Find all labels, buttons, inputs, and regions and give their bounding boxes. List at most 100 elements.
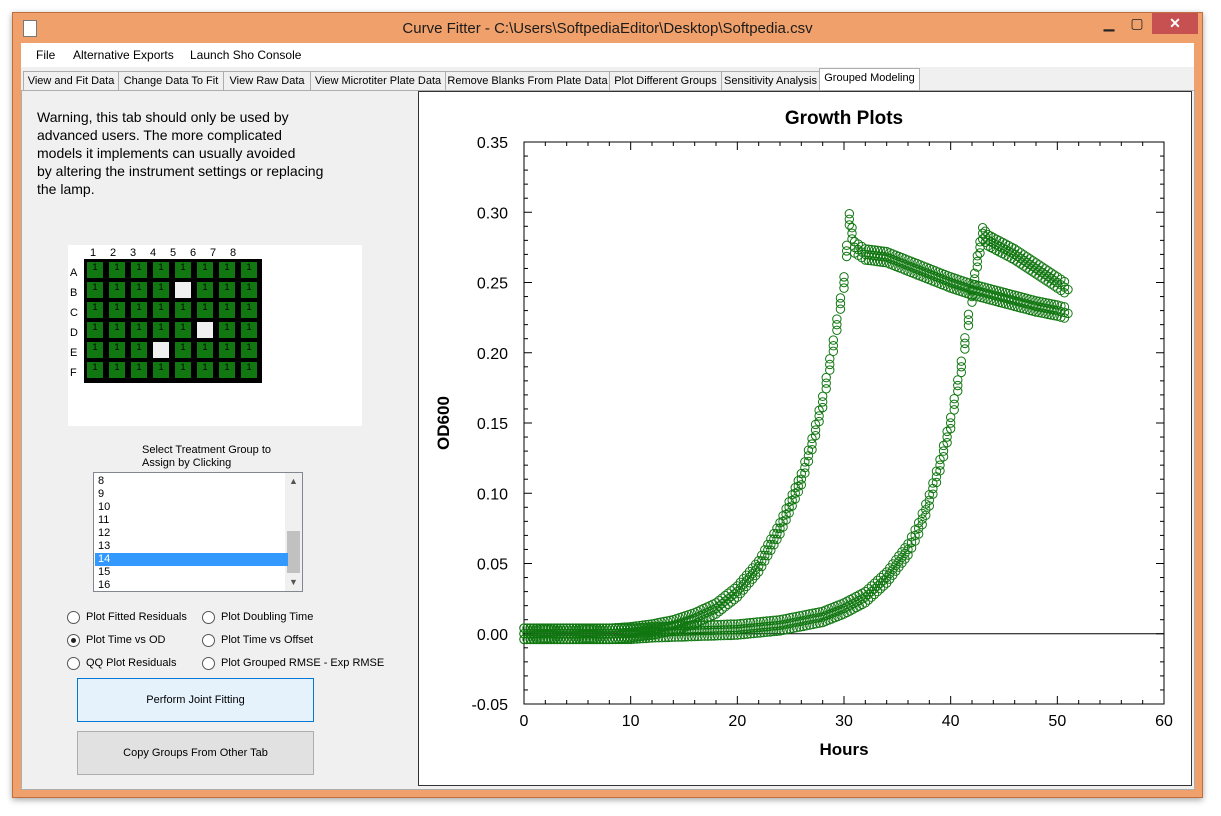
plate-well[interactable]: 1 bbox=[175, 322, 191, 338]
plate-well[interactable]: 1 bbox=[219, 342, 235, 358]
tab-view-and-fit-data[interactable]: View and Fit Data bbox=[23, 71, 119, 90]
plot-option-radio[interactable]: Plot Fitted Residuals bbox=[67, 609, 257, 625]
plot-option-radio[interactable]: Plot Time vs OD bbox=[67, 632, 257, 648]
menu-launch-sho-console[interactable]: Launch Sho Console bbox=[190, 48, 302, 62]
plate-well[interactable]: 1 bbox=[87, 262, 103, 278]
plate-well[interactable]: 1 bbox=[87, 362, 103, 378]
plate-well[interactable]: 1 bbox=[109, 362, 125, 378]
plate-well[interactable]: 1 bbox=[175, 342, 191, 358]
treatment-list-item[interactable]: 16 bbox=[98, 579, 111, 591]
plate-well[interactable]: 1 bbox=[153, 302, 169, 318]
plate-well[interactable]: 1 bbox=[87, 282, 103, 298]
copy-groups-button[interactable]: Copy Groups From Other Tab bbox=[77, 731, 314, 775]
plate-well[interactable]: 1 bbox=[197, 262, 213, 278]
radio-circle-icon[interactable] bbox=[67, 657, 80, 670]
treatment-list-item[interactable]: 12 bbox=[98, 527, 111, 539]
plate-well[interactable]: 1 bbox=[153, 282, 169, 298]
plate-well[interactable]: 1 bbox=[241, 322, 257, 338]
plate-well[interactable]: 1 bbox=[131, 342, 147, 358]
treatment-list-item[interactable]: 15 bbox=[98, 566, 111, 578]
plate-well[interactable]: 1 bbox=[87, 342, 103, 358]
plate-well[interactable]: 1 bbox=[153, 322, 169, 338]
scroll-down-icon[interactable]: ▼ bbox=[289, 577, 298, 587]
radio-circle-icon[interactable] bbox=[202, 657, 215, 670]
plate-well[interactable] bbox=[175, 282, 191, 298]
plot-option-radio[interactable]: Plot Doubling Time bbox=[202, 609, 392, 625]
title-bar[interactable]: Curve Fitter - C:\Users\SoftpediaEditor\… bbox=[13, 13, 1202, 43]
treatment-list-item[interactable]: 11 bbox=[98, 514, 110, 526]
plate-well[interactable]: 1 bbox=[109, 322, 125, 338]
data-point bbox=[714, 601, 724, 611]
plate-well[interactable]: 1 bbox=[131, 302, 147, 318]
plate-row-label: D bbox=[70, 327, 78, 339]
tab-grouped-modeling[interactable]: Grouped Modeling bbox=[819, 68, 920, 91]
data-point bbox=[561, 629, 572, 639]
plate-well[interactable] bbox=[197, 322, 213, 338]
plate-well[interactable]: 1 bbox=[131, 322, 147, 338]
plate-well[interactable]: 1 bbox=[87, 322, 103, 338]
plate-well[interactable] bbox=[153, 342, 169, 358]
plate-well[interactable]: 1 bbox=[87, 302, 103, 318]
treatment-list-item[interactable]: 8 bbox=[98, 475, 105, 487]
plate-well[interactable]: 1 bbox=[219, 262, 235, 278]
data-point bbox=[638, 622, 648, 633]
plate-well[interactable]: 1 bbox=[109, 342, 125, 358]
plate-well[interactable]: 1 bbox=[197, 362, 213, 378]
scroll-thumb[interactable] bbox=[287, 531, 300, 573]
data-point bbox=[709, 631, 720, 641]
plate-well[interactable]: 1 bbox=[241, 282, 257, 298]
tab-sensitivity-analysis[interactable]: Sensitivity Analysis bbox=[721, 71, 820, 90]
tab-change-data-to-fit[interactable]: Change Data To Fit bbox=[118, 71, 224, 90]
plate-well[interactable]: 1 bbox=[131, 262, 147, 278]
plate-well[interactable]: 1 bbox=[197, 342, 213, 358]
list-scrollbar[interactable]: ▲ ▼ bbox=[285, 473, 302, 591]
menu-alternative-exports[interactable]: Alternative Exports bbox=[73, 48, 174, 62]
plate-well[interactable]: 1 bbox=[219, 302, 235, 318]
radio-circle-icon[interactable] bbox=[202, 611, 215, 624]
plate-well[interactable]: 1 bbox=[175, 302, 191, 318]
plate-well[interactable]: 1 bbox=[109, 282, 125, 298]
tab-view-raw-data[interactable]: View Raw Data bbox=[223, 71, 311, 90]
plate-well[interactable]: 1 bbox=[219, 322, 235, 338]
maximize-button[interactable]: ▢ bbox=[1130, 15, 1144, 31]
plate-well[interactable]: 1 bbox=[175, 362, 191, 378]
tab-view-microtiter-plate-data[interactable]: View Microtiter Plate Data bbox=[310, 71, 446, 90]
plate-well[interactable]: 1 bbox=[109, 262, 125, 278]
radio-circle-icon[interactable] bbox=[202, 634, 215, 647]
plate-well[interactable]: 1 bbox=[197, 282, 213, 298]
radio-circle-icon[interactable] bbox=[67, 634, 80, 647]
radio-circle-icon[interactable] bbox=[67, 611, 80, 624]
data-point bbox=[619, 629, 630, 639]
plate-well[interactable]: 1 bbox=[219, 282, 235, 298]
plate-well[interactable]: 1 bbox=[153, 362, 169, 378]
plate-well[interactable]: 1 bbox=[131, 282, 147, 298]
plot-option-radio[interactable]: Plot Grouped RMSE - Exp RMSE bbox=[202, 655, 392, 671]
plate-well[interactable]: 1 bbox=[241, 302, 257, 318]
scroll-up-icon[interactable]: ▲ bbox=[289, 476, 298, 486]
plate-well[interactable]: 1 bbox=[153, 262, 169, 278]
treatment-list-item[interactable]: 13 bbox=[98, 540, 111, 552]
plot-option-radio[interactable]: QQ Plot Residuals bbox=[67, 655, 257, 671]
plate-well[interactable]: 1 bbox=[241, 362, 257, 378]
treatment-list-item[interactable]: 14 bbox=[95, 553, 288, 566]
data-point bbox=[613, 629, 624, 639]
plate-well[interactable]: 1 bbox=[109, 302, 125, 318]
plate-well[interactable]: 1 bbox=[219, 362, 235, 378]
tab-plot-different-groups[interactable]: Plot Different Groups bbox=[609, 71, 722, 90]
menu-file[interactable]: File bbox=[36, 48, 56, 62]
tab-remove-blanks[interactable]: Remove Blanks From Plate Data bbox=[445, 71, 610, 90]
plate-well[interactable]: 1 bbox=[241, 262, 257, 278]
minimize-button[interactable]: ▁ bbox=[1103, 15, 1115, 31]
treatment-list-item[interactable]: 9 bbox=[98, 488, 105, 500]
perform-joint-fitting-button[interactable]: Perform Joint Fitting bbox=[77, 678, 314, 722]
plate-well[interactable]: 1 bbox=[241, 342, 257, 358]
close-button[interactable]: ✕ bbox=[1152, 13, 1198, 34]
treatment-group-list[interactable]: ▲ ▼ 8 9 10 11 12 13 14 15 16 bbox=[93, 472, 303, 592]
treatment-list-item[interactable]: 10 bbox=[98, 501, 111, 513]
plate-well[interactable]: 1 bbox=[197, 302, 213, 318]
plate-well[interactable]: 1 bbox=[175, 262, 191, 278]
data-point bbox=[753, 555, 764, 566]
plot-option-radio[interactable]: Plot Time vs Offset bbox=[202, 632, 392, 648]
plate-well[interactable]: 1 bbox=[131, 362, 147, 378]
